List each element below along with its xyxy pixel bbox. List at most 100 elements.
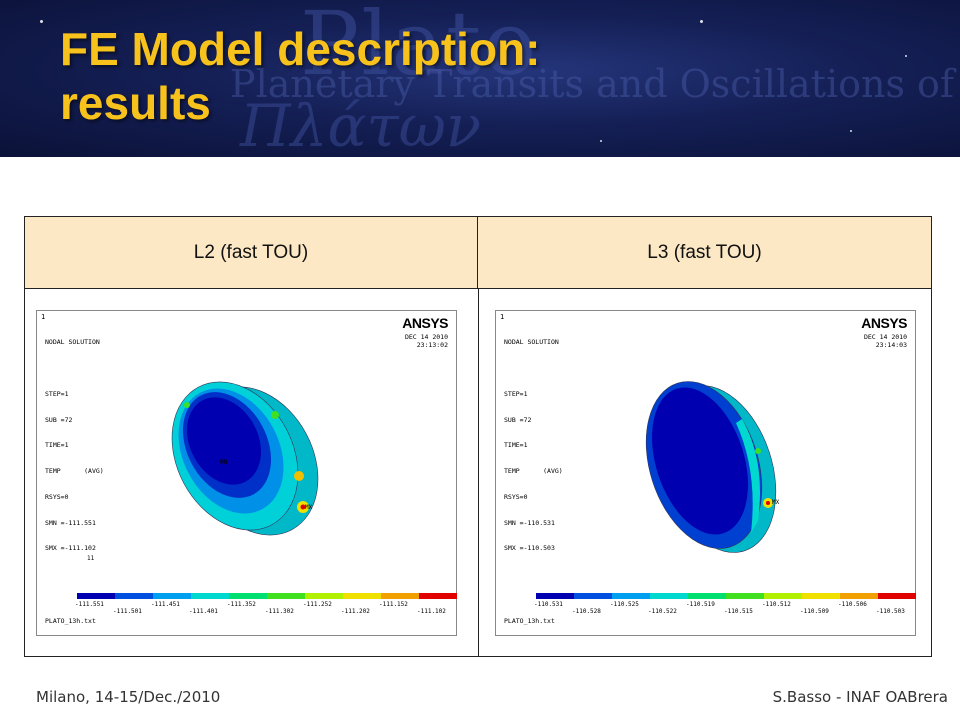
plot-date-time: 23:14:03 xyxy=(875,341,907,349)
legend-label: -111.102 xyxy=(417,608,446,615)
page-title: FE Model description: results xyxy=(60,22,540,130)
star xyxy=(220,35,222,37)
legend-label: -111.302 xyxy=(265,608,294,615)
star xyxy=(905,55,907,57)
color-legend-bar xyxy=(77,593,457,599)
info-line: STEP=1 xyxy=(45,389,69,398)
legend-swatch xyxy=(764,593,802,599)
results-table: L2 (fast TOU) L3 (fast TOU) xyxy=(24,216,932,657)
title-line-1: FE Model description: xyxy=(60,23,541,75)
info-line: TEMP (AVG) xyxy=(45,467,104,476)
info-line xyxy=(504,364,563,373)
gradient-band xyxy=(736,419,760,533)
legend-label: -111.202 xyxy=(341,608,370,615)
legend-label: -111.352 xyxy=(227,601,256,608)
info-line: SMN =-111.551 xyxy=(45,518,96,527)
header-banner: Plato Planetary Transits and Oscillation… xyxy=(0,0,960,157)
info-line: NODAL SOLUTION xyxy=(504,338,559,347)
legend-label: -110.525 xyxy=(610,601,639,608)
info-line: TEMP (AVG) xyxy=(504,467,563,476)
footer-author: S.Basso - INAF OABrera xyxy=(772,688,948,706)
plot-date: DEC 14 2010 23:13:02 xyxy=(405,333,448,349)
legend-swatch xyxy=(574,593,612,599)
ansys-logo: ANSYS xyxy=(402,315,448,331)
solution-info: NODAL SOLUTION STEP=1 SUB =72 TIME=1 TEM… xyxy=(45,321,104,570)
legend-swatch xyxy=(726,593,764,599)
hot-spot xyxy=(300,504,306,510)
axis-triad-label: 11 xyxy=(87,555,95,562)
legend-label: -110.506 xyxy=(838,601,867,608)
max-marker: MX xyxy=(772,499,780,506)
legend-swatch xyxy=(229,593,267,599)
info-line: TIME=1 xyxy=(504,441,528,450)
source-filename: PLATO_13h.txt xyxy=(504,617,555,625)
info-line: SUB =72 xyxy=(45,415,73,424)
legend-label: -111.501 xyxy=(113,608,142,615)
legend-swatch xyxy=(419,593,457,599)
max-marker: MX xyxy=(305,504,313,511)
info-line: SMX =-110.503 xyxy=(504,544,555,553)
banner-background-subtitle: Planetary Transits and Oscillations of s… xyxy=(230,62,960,106)
legend-swatch xyxy=(191,593,229,599)
table-header-l2: L2 (fast TOU) xyxy=(25,217,478,289)
legend-label: -110.531 xyxy=(534,601,563,608)
plot-date-time: 23:13:02 xyxy=(416,341,448,349)
table-header-l3: L3 (fast TOU) xyxy=(478,217,931,289)
legend-swatch xyxy=(153,593,191,599)
legend-swatch xyxy=(688,593,726,599)
legend-swatch xyxy=(536,593,574,599)
legend-swatch xyxy=(115,593,153,599)
info-line: RSYS=0 xyxy=(45,492,69,501)
legend-swatch xyxy=(305,593,343,599)
warm-spot xyxy=(184,402,190,408)
info-line: RSYS=0 xyxy=(504,492,528,501)
legend-swatch xyxy=(77,593,115,599)
star xyxy=(120,110,122,112)
info-line: SUB =72 xyxy=(504,415,532,424)
plot-date: DEC 14 2010 23:14:03 xyxy=(864,333,907,349)
color-legend-bar xyxy=(536,593,916,599)
legend-label: -110.509 xyxy=(800,608,829,615)
info-line: TIME=1 xyxy=(45,441,69,450)
legend-label: -111.252 xyxy=(303,601,332,608)
star xyxy=(600,140,602,142)
info-line: SMN =-110.531 xyxy=(504,518,555,527)
source-filename: PLATO_13h.txt xyxy=(45,617,96,625)
warm-spot xyxy=(271,411,279,419)
column-divider xyxy=(478,289,479,656)
legend-swatch xyxy=(267,593,305,599)
legend-label: -110.512 xyxy=(762,601,791,608)
hot-spot xyxy=(766,501,770,505)
legend-label: -110.519 xyxy=(686,601,715,608)
solution-info: NODAL SOLUTION STEP=1 SUB =72 TIME=1 TEM… xyxy=(504,321,563,570)
info-line xyxy=(45,364,104,373)
ansys-logo: ANSYS xyxy=(861,315,907,331)
legend-label: -111.551 xyxy=(75,601,104,608)
legend-swatch xyxy=(381,593,419,599)
plot-date-day: DEC 14 2010 xyxy=(863,333,907,341)
min-marker: MN xyxy=(220,459,228,466)
legend-swatch xyxy=(343,593,381,599)
plot-date-day: DEC 14 2010 xyxy=(404,333,448,341)
ansys-plot-l3: 1 NODAL SOLUTION STEP=1 SUB =72 TIME=1 T… xyxy=(495,310,916,636)
footer-event: Milano, 14-15/Dec./2010 xyxy=(36,688,221,706)
info-line: NODAL SOLUTION xyxy=(45,338,100,347)
hot-spot xyxy=(294,471,304,481)
legend-swatch xyxy=(840,593,878,599)
plot-window-index: 1 xyxy=(41,313,46,321)
legend-swatch xyxy=(612,593,650,599)
legend-label: -110.515 xyxy=(724,608,753,615)
disk-temperature-render xyxy=(645,381,777,553)
title-line-2: results xyxy=(60,77,211,129)
legend-swatch xyxy=(650,593,688,599)
banner-background-greek: Πλάτων xyxy=(240,92,482,157)
legend-label: -110.503 xyxy=(876,608,905,615)
banner-background-logo: Plato xyxy=(300,0,539,95)
legend-swatch xyxy=(802,593,840,599)
info-line: SMX =-111.102 xyxy=(45,544,96,553)
legend-label: -111.152 xyxy=(379,601,408,608)
legend-label: -111.401 xyxy=(189,608,218,615)
ansys-plot-l2: 1 NODAL SOLUTION STEP=1 SUB =72 TIME=1 T… xyxy=(36,310,457,636)
legend-label: -110.528 xyxy=(572,608,601,615)
star xyxy=(850,130,852,132)
